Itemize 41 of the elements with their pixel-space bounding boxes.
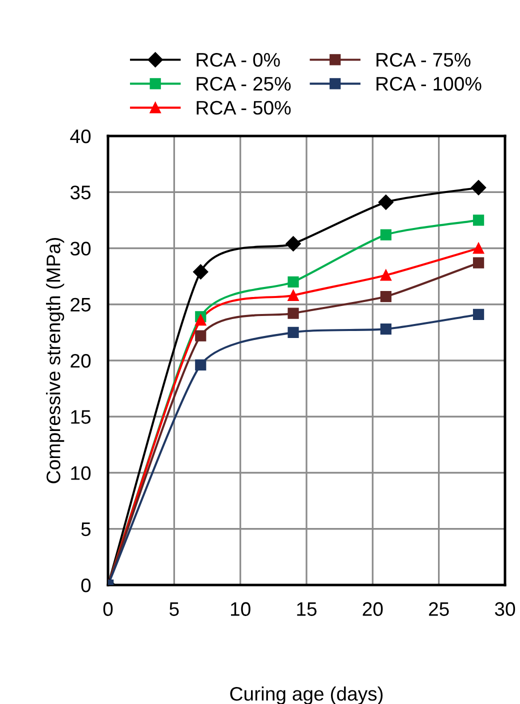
point xyxy=(472,257,484,268)
y-tick-label: 10 xyxy=(71,466,91,480)
point xyxy=(286,236,301,252)
point xyxy=(470,180,486,196)
point xyxy=(288,276,299,288)
point xyxy=(193,264,208,280)
x-tick-label: 5 xyxy=(170,602,179,616)
point xyxy=(195,359,206,371)
x-tick-label: 15 xyxy=(297,602,316,616)
y-tick-label: 40 xyxy=(70,129,91,144)
point xyxy=(195,314,206,326)
point xyxy=(380,229,392,240)
legend-label: RCA - 50% xyxy=(196,100,291,115)
y-tick-label: 5 xyxy=(81,522,91,536)
y-tick-label: 20 xyxy=(70,354,91,368)
x-tick-label: 30 xyxy=(494,602,516,616)
y-tick-label: 30 xyxy=(70,242,91,256)
y-tick-label: 0 xyxy=(81,578,91,592)
y-axis-title: Compressive strength (MPa) xyxy=(46,238,64,484)
point xyxy=(472,242,484,254)
point xyxy=(380,324,392,335)
point xyxy=(472,214,484,226)
x-tick-label: 10 xyxy=(231,602,250,616)
legend-label: RCA - 0% xyxy=(196,52,280,67)
x-tick-label: 0 xyxy=(103,602,113,616)
point xyxy=(472,308,484,320)
point xyxy=(195,330,206,342)
point xyxy=(288,326,299,338)
y-tick-label: 25 xyxy=(70,298,91,312)
y-tick-label: 35 xyxy=(70,186,91,200)
point xyxy=(380,270,392,281)
point xyxy=(288,308,299,319)
x-tick-label: 25 xyxy=(429,602,449,616)
point xyxy=(288,290,299,301)
x-tick-label: 20 xyxy=(362,602,383,616)
legend-label: RCA - 75% xyxy=(376,52,470,67)
point xyxy=(378,194,394,210)
legend-label: RCA - 25% xyxy=(196,76,291,91)
legend-label: RCA - 100% xyxy=(376,76,482,91)
point xyxy=(380,290,392,302)
y-tick-label: 15 xyxy=(71,410,91,424)
